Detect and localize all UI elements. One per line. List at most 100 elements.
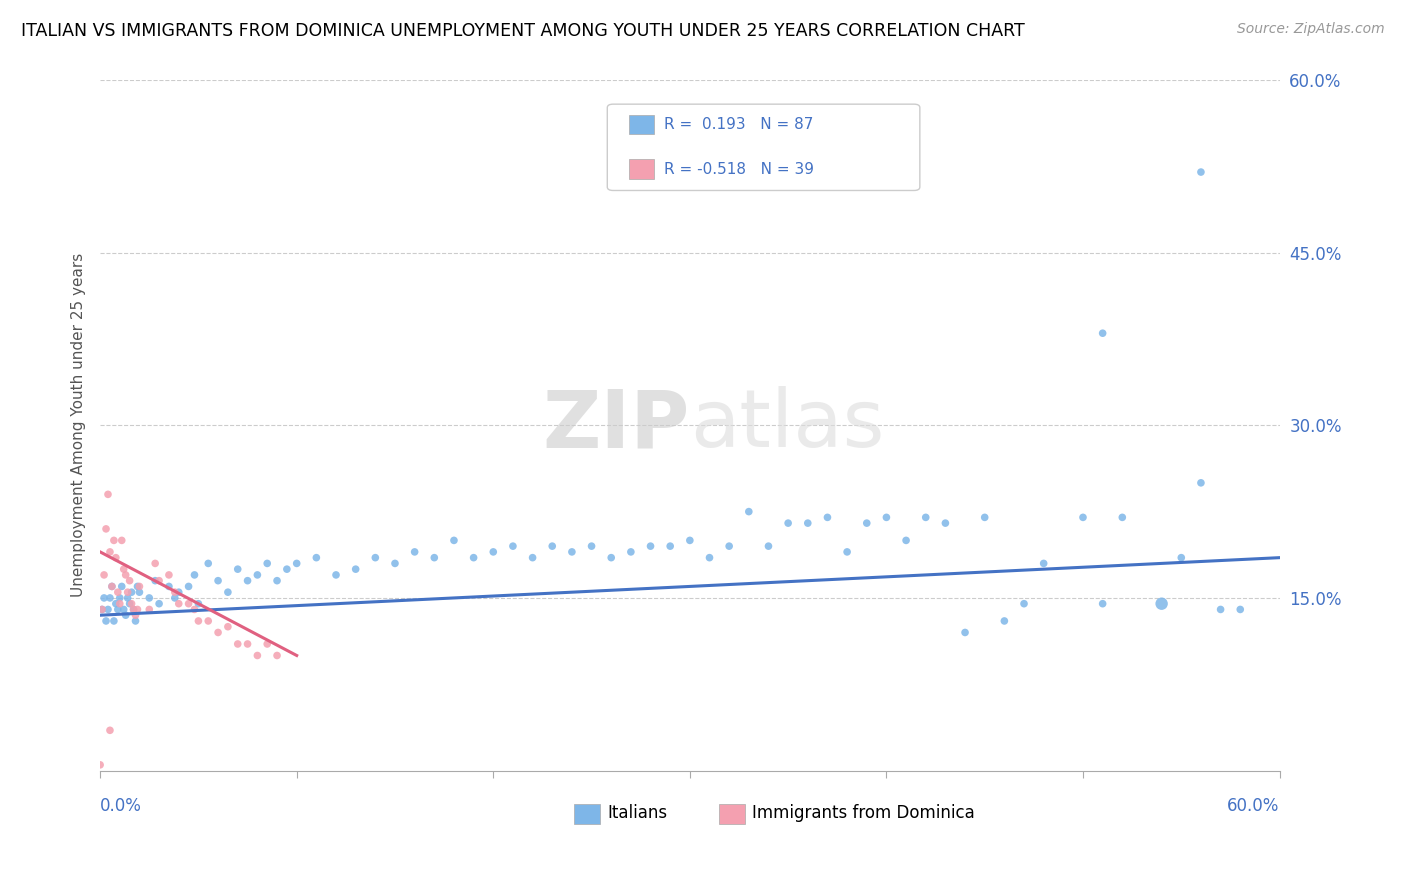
Point (894, 533, 917, 548)
Point (1189, 475, 1212, 490)
Point (1032, 557, 1054, 571)
Point (364, 550, 387, 565)
Point (482, 545, 505, 559)
Point (197, 614, 219, 628)
Point (875, 510, 897, 524)
Point (679, 533, 702, 548)
Point (718, 539, 741, 553)
Point (659, 539, 682, 553)
Point (89, 757, 111, 772)
Point (1111, 510, 1133, 524)
Point (104, 550, 127, 565)
Point (344, 562, 367, 576)
Text: ITALIAN VS IMMIGRANTS FROM DOMINICA UNEMPLOYMENT AMONG YOUTH UNDER 25 YEARS CORR: ITALIAN VS IMMIGRANTS FROM DOMINICA UNEM… (21, 22, 1025, 40)
Point (148, 574, 170, 588)
Point (973, 510, 995, 524)
Point (108, 597, 131, 611)
Point (124, 608, 146, 623)
Point (94, 522, 117, 536)
Point (758, 539, 780, 553)
Point (167, 585, 190, 599)
Point (117, 585, 139, 599)
Point (266, 574, 288, 588)
Point (1170, 550, 1192, 565)
Point (1091, 326, 1114, 341)
Point (101, 579, 124, 593)
Point (183, 602, 205, 616)
Text: Immigrants from Dominica: Immigrants from Dominica (752, 805, 976, 822)
Point (502, 539, 524, 553)
Point (581, 539, 603, 553)
Point (138, 602, 160, 616)
Point (541, 539, 564, 553)
Point (817, 510, 839, 524)
Point (127, 579, 149, 593)
Point (236, 574, 259, 588)
Point (122, 602, 145, 616)
Y-axis label: Unemployment Among Youth under 25 years: Unemployment Among Youth under 25 years (72, 253, 86, 598)
Point (600, 550, 623, 565)
Point (114, 568, 136, 582)
Point (111, 533, 134, 548)
FancyBboxPatch shape (574, 805, 600, 824)
Point (1229, 602, 1251, 616)
Point (276, 562, 298, 576)
Point (217, 585, 239, 599)
Point (197, 557, 219, 571)
Point (91, 602, 114, 616)
Point (640, 539, 662, 553)
Point (122, 602, 145, 616)
Point (104, 597, 127, 611)
Point (285, 557, 308, 571)
Point (111, 579, 134, 593)
Point (256, 637, 278, 651)
Point (103, 614, 125, 628)
Point (124, 614, 146, 628)
Point (112, 602, 135, 616)
Point (914, 510, 936, 524)
Point (561, 545, 583, 559)
Point (112, 562, 135, 576)
Point (217, 620, 239, 634)
Point (1071, 510, 1094, 524)
Text: ZIP: ZIP (543, 386, 690, 465)
Point (118, 574, 141, 588)
Point (187, 614, 209, 628)
FancyBboxPatch shape (607, 104, 920, 191)
Point (157, 568, 180, 582)
Point (163, 585, 186, 599)
Point (97, 602, 120, 616)
FancyBboxPatch shape (628, 160, 654, 178)
Point (118, 597, 141, 611)
Point (423, 550, 446, 565)
Point (94, 614, 117, 628)
Point (103, 533, 125, 548)
Point (98, 545, 121, 559)
Point (256, 557, 278, 571)
Point (620, 545, 643, 559)
Point (325, 568, 347, 582)
Text: atlas: atlas (690, 386, 884, 465)
Point (183, 568, 205, 582)
Point (108, 591, 131, 605)
Point (855, 516, 877, 530)
Point (236, 637, 259, 651)
Point (463, 550, 485, 565)
Point (207, 574, 229, 588)
Text: 0.0%: 0.0% (100, 797, 142, 814)
Point (177, 597, 200, 611)
Point (522, 550, 544, 565)
Text: 60.0%: 60.0% (1227, 797, 1279, 814)
Text: Source: ZipAtlas.com: Source: ZipAtlas.com (1237, 22, 1385, 37)
Point (98, 723, 121, 738)
Point (305, 550, 328, 565)
Point (207, 625, 229, 640)
Point (128, 579, 150, 593)
Point (93, 568, 115, 582)
Text: R =  0.193   N = 87: R = 0.193 N = 87 (664, 117, 813, 132)
Point (121, 597, 143, 611)
Point (157, 579, 180, 593)
Point (797, 516, 820, 530)
Point (91, 602, 114, 616)
Point (138, 591, 160, 605)
